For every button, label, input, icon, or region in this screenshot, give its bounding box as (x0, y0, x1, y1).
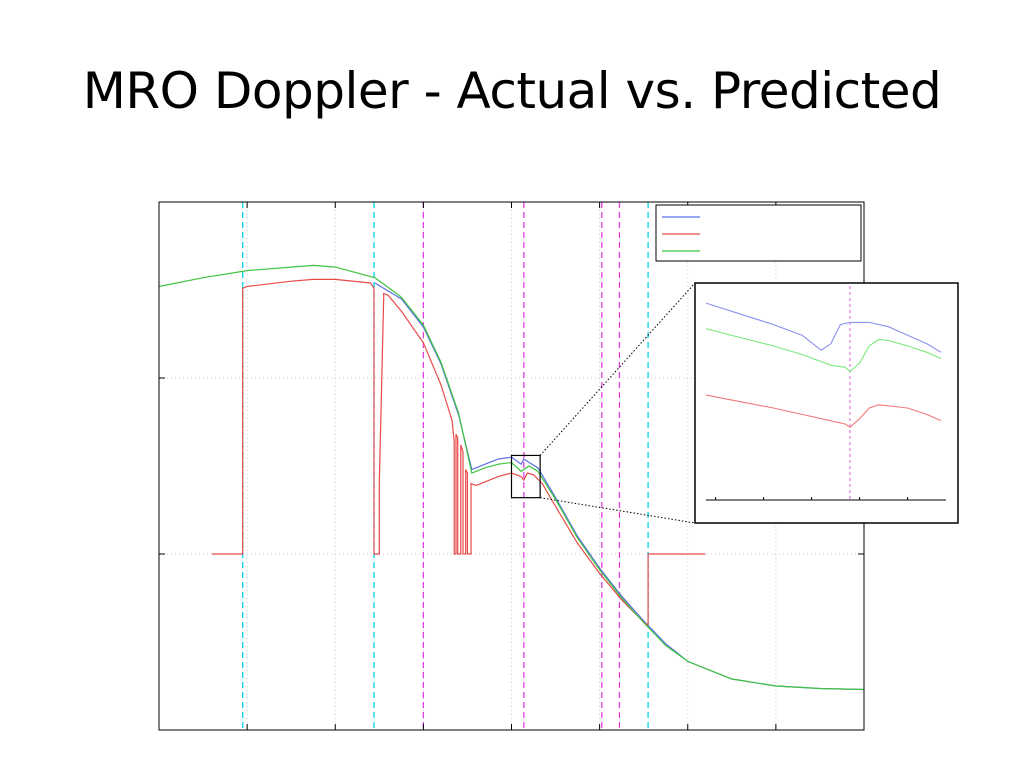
zoom-source-box (510, 454, 541, 499)
series-lines (159, 264, 864, 691)
zoom-connector (539, 282, 696, 456)
inset-series-line (706, 394, 942, 428)
series-line (211, 278, 706, 625)
legend (655, 204, 862, 262)
event-markers (242, 202, 649, 730)
zoom-connector (540, 497, 696, 524)
inset-frame (694, 282, 959, 524)
inset-series-line (706, 302, 942, 353)
inset-series (706, 302, 942, 428)
slide-title: MRO Doppler - Actual vs. Predicted (82, 62, 942, 120)
inset-zoom (510, 282, 959, 524)
inset-series-line (706, 328, 942, 373)
series-line (159, 264, 864, 691)
legend-box (655, 204, 862, 262)
